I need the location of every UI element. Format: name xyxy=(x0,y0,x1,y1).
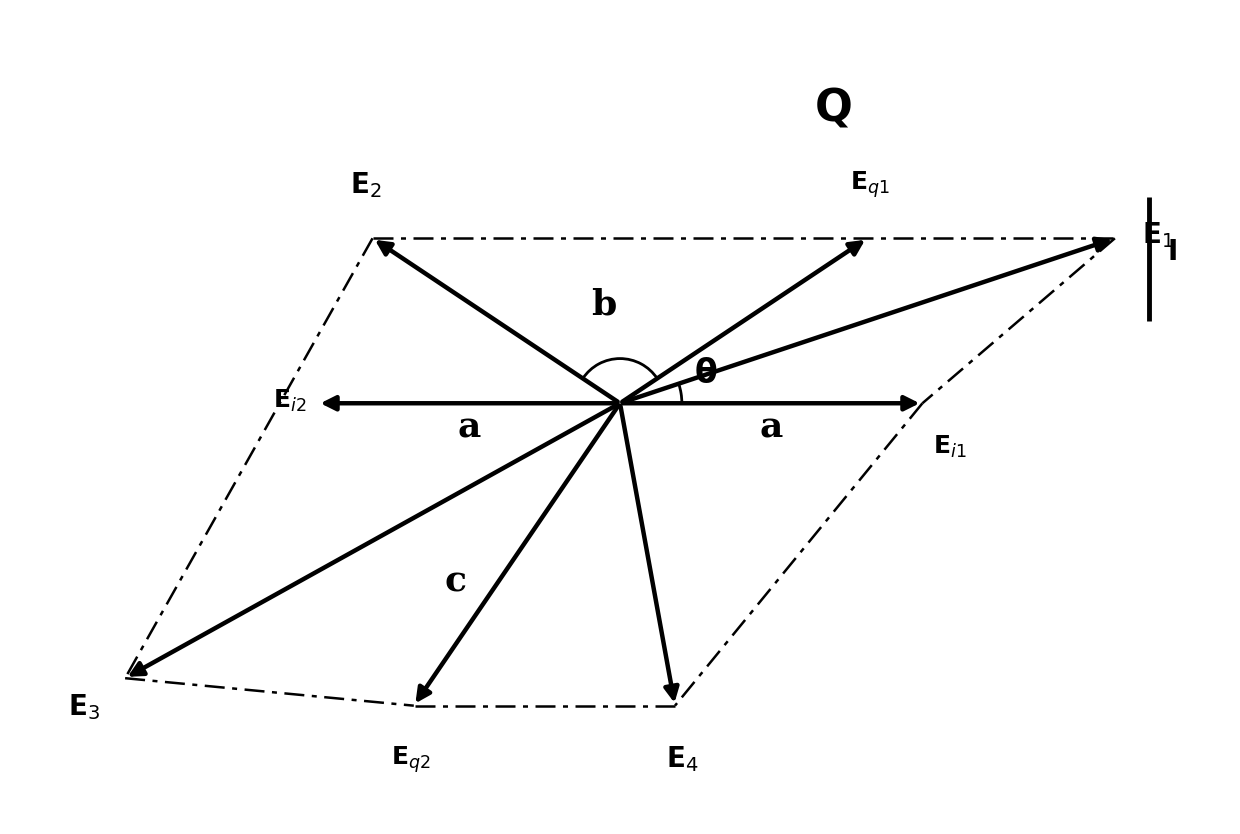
Text: a: a xyxy=(760,411,782,445)
Text: c: c xyxy=(444,565,466,599)
Text: $\mathbf{E}_{q1}$: $\mathbf{E}_{q1}$ xyxy=(851,169,890,200)
Text: $\mathbf{E}_{4}$: $\mathbf{E}_{4}$ xyxy=(666,744,698,774)
Text: $\mathbf{\theta}$: $\mathbf{\theta}$ xyxy=(693,356,717,389)
Text: $\mathbf{Q}$: $\mathbf{Q}$ xyxy=(815,86,852,130)
Text: b: b xyxy=(591,287,616,321)
Text: $\mathbf{E}_{i1}$: $\mathbf{E}_{i1}$ xyxy=(934,434,967,460)
Text: $\mathbf{E}_{3}$: $\mathbf{E}_{3}$ xyxy=(68,692,100,721)
Text: I: I xyxy=(1167,238,1177,266)
Text: $\mathbf{E}_{i2}$: $\mathbf{E}_{i2}$ xyxy=(273,388,306,414)
Text: a: a xyxy=(458,411,480,445)
Text: $\mathbf{E}_{1}$: $\mathbf{E}_{1}$ xyxy=(1142,221,1174,250)
Text: $\mathbf{E}_{2}$: $\mathbf{E}_{2}$ xyxy=(350,170,382,200)
Text: $\mathbf{E}_{q2}$: $\mathbf{E}_{q2}$ xyxy=(391,744,432,775)
